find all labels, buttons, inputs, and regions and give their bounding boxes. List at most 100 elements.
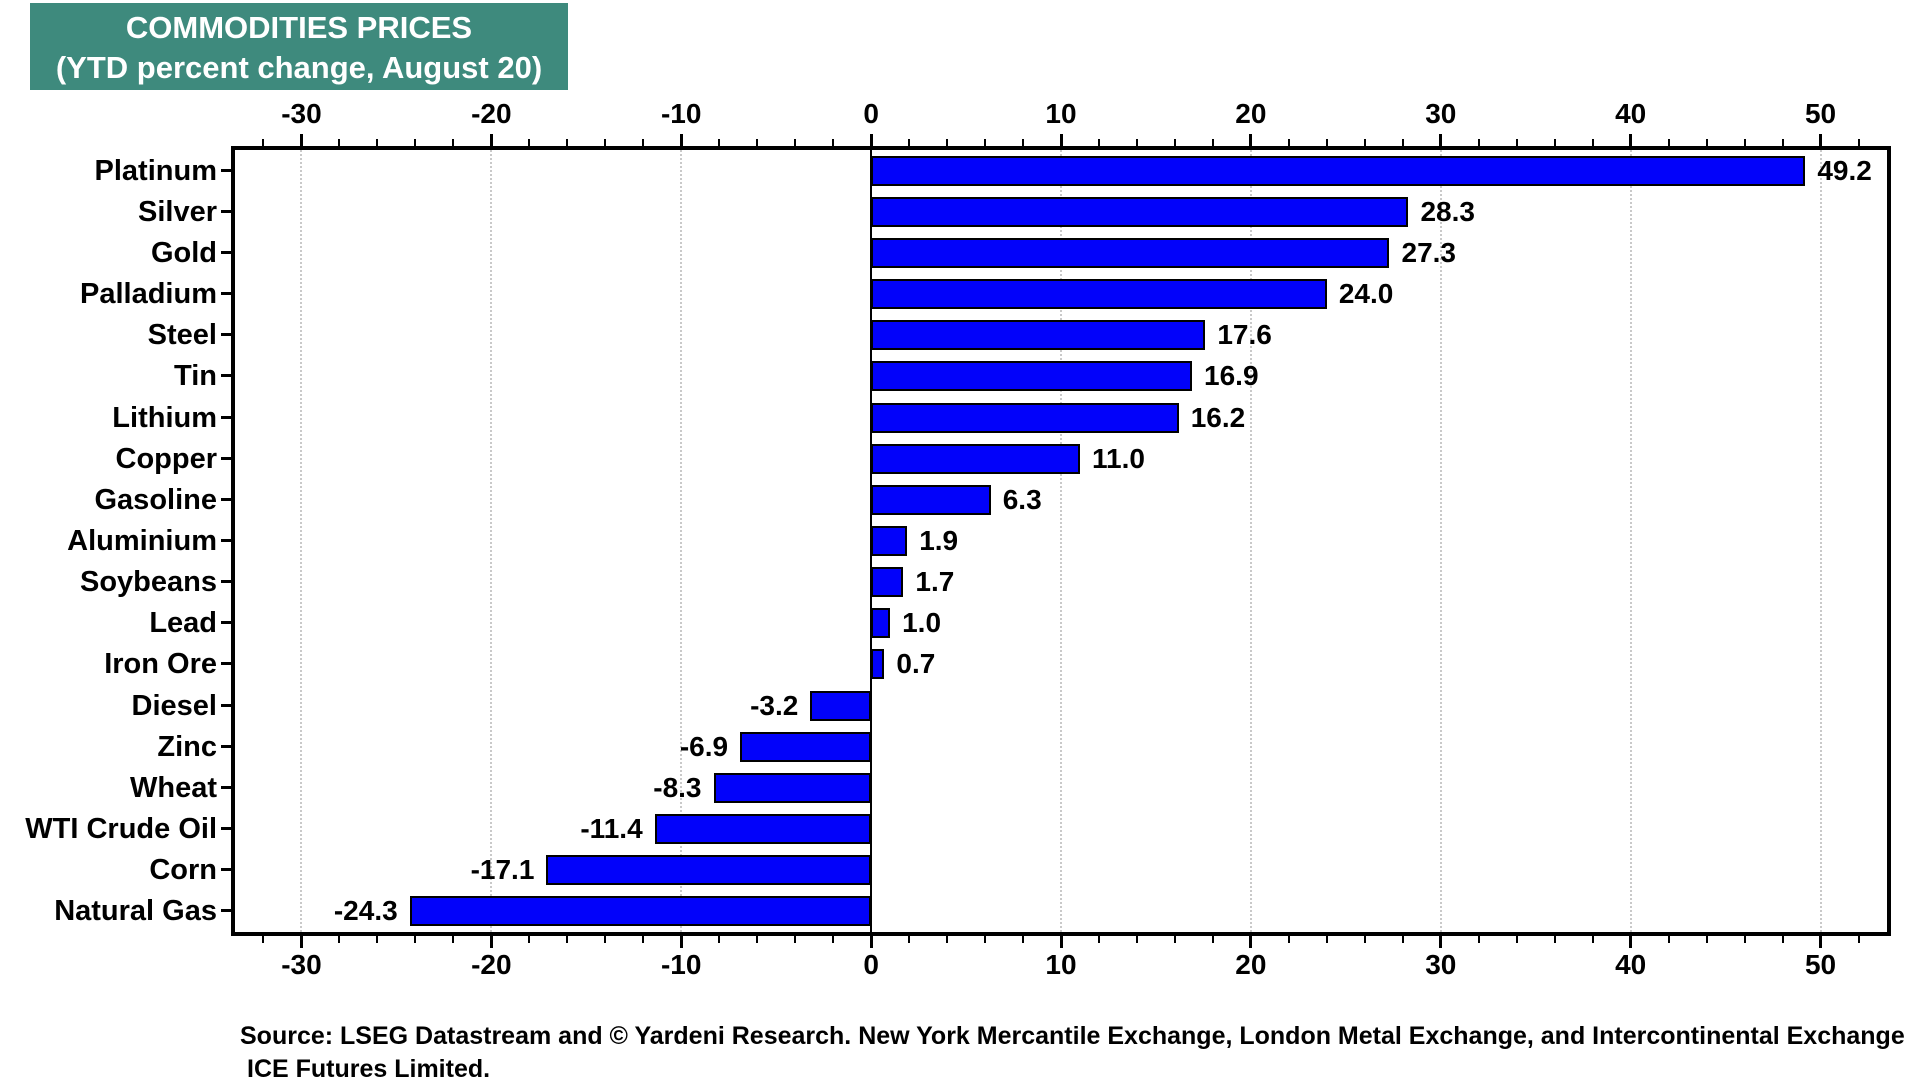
category-tick [221, 333, 231, 337]
category-tick [221, 415, 231, 419]
bar-value-label: 24.0 [1338, 278, 1394, 310]
bar-gold [871, 237, 1390, 268]
x-axis-minor-tick-bottom [1022, 936, 1025, 943]
chart-title-line2: (YTD percent change, August 20) [55, 50, 543, 85]
x-axis-minor-tick-bottom [718, 936, 721, 943]
x-axis-minor-tick-top [1363, 139, 1366, 146]
category-tick [221, 168, 231, 172]
x-axis-minor-tick-bottom [566, 936, 569, 943]
category-tick [221, 662, 231, 666]
x-axis-minor-tick-bottom [414, 936, 417, 943]
x-axis-minor-tick-bottom [262, 936, 265, 943]
plot-frame [231, 146, 1891, 936]
x-axis-minor-tick-top [756, 139, 759, 146]
grid-line [300, 150, 303, 932]
bar-value-label: 28.3 [1420, 195, 1475, 227]
x-axis-minor-tick-top [262, 139, 265, 146]
x-axis-minor-tick-bottom [908, 936, 911, 943]
x-axis-minor-tick-bottom [376, 936, 379, 943]
x-axis-major-tick-top [679, 134, 683, 146]
category-label-gold: Gold [150, 236, 217, 269]
source-text-line1: Source: LSEG Datastream and © Yardeni Re… [240, 1022, 1905, 1050]
x-axis-minor-tick-top [984, 139, 987, 146]
x-axis-label-bottom: 40 [1615, 949, 1647, 980]
x-axis-minor-tick-bottom [1553, 936, 1556, 943]
x-axis-minor-tick-bottom [1363, 936, 1366, 943]
x-axis-major-tick-bottom [1249, 936, 1253, 948]
x-axis-major-tick-bottom [299, 936, 303, 948]
x-axis-minor-tick-top [1591, 139, 1594, 146]
x-axis-minor-tick-top [1667, 139, 1670, 146]
grid-line [1060, 150, 1062, 932]
x-axis-minor-tick-top [1781, 139, 1784, 146]
bar-palladium [871, 279, 1327, 310]
bar-lead [871, 608, 891, 639]
x-axis-minor-tick-top [414, 139, 417, 146]
x-axis-minor-tick-bottom [1591, 936, 1594, 943]
bar-wheat [713, 772, 872, 803]
bar-zinc [740, 731, 872, 762]
bar-value-label: 16.2 [1190, 401, 1246, 433]
x-axis-major-tick-top [1059, 134, 1063, 146]
x-axis-major-tick-top [1439, 134, 1443, 146]
category-label-silver: Silver [138, 195, 217, 228]
x-axis-minor-tick-top [376, 139, 379, 146]
x-axis-minor-tick-top [1097, 139, 1100, 146]
bar-natural-gas [409, 896, 872, 927]
bar-iron-ore [871, 649, 885, 680]
bar-copper [871, 443, 1080, 474]
category-label-platinum: Platinum [94, 154, 217, 187]
x-axis-minor-tick-bottom [338, 936, 341, 943]
bar-value-label: 27.3 [1401, 236, 1457, 268]
x-axis-major-tick-bottom [1439, 936, 1443, 948]
x-axis-minor-tick-bottom [1705, 936, 1708, 943]
category-tick [221, 621, 231, 625]
category-tick [221, 374, 231, 378]
x-axis-minor-tick-top [338, 139, 341, 146]
x-axis-major-tick-bottom [1819, 936, 1823, 948]
grid-line [490, 150, 493, 932]
x-axis-major-tick-top [1249, 134, 1253, 146]
x-axis-minor-tick-top [1553, 139, 1556, 146]
x-axis-major-tick-bottom [679, 936, 683, 948]
category-label-gasoline: Gasoline [94, 483, 218, 516]
bar-value-label: 6.3 [1002, 483, 1042, 515]
x-axis-minor-tick-bottom [1667, 936, 1670, 943]
x-axis-minor-tick-top [1022, 139, 1025, 146]
category-label-natural-gas: Natural Gas [54, 895, 217, 928]
x-axis-minor-tick-bottom [1173, 936, 1176, 943]
category-label-iron-ore: Iron Ore [104, 648, 217, 681]
x-axis-minor-tick-bottom [832, 936, 835, 943]
grid-line [1819, 150, 1822, 932]
x-axis-minor-tick-top [452, 139, 455, 146]
category-tick [221, 456, 231, 460]
bar-value-label: -24.3 [333, 895, 398, 927]
x-axis-major-tick-bottom [869, 936, 873, 948]
x-axis-label-bottom: -10 [660, 949, 702, 980]
x-axis-minor-tick-top [528, 139, 531, 146]
category-label-lead: Lead [149, 607, 217, 640]
bar-value-label: 16.9 [1204, 360, 1259, 392]
x-axis-major-tick-bottom [1059, 936, 1063, 948]
grid-line [1439, 150, 1442, 932]
x-axis-minor-tick-bottom [1287, 936, 1290, 943]
x-axis-label-top: 50 [1804, 98, 1837, 129]
x-axis-minor-tick-top [718, 139, 721, 146]
category-tick [221, 785, 231, 789]
x-axis-minor-tick-top [1135, 139, 1138, 146]
x-axis-minor-tick-top [1515, 139, 1518, 146]
category-tick [221, 827, 231, 831]
category-label-wheat: Wheat [130, 771, 217, 804]
x-axis-major-tick-top [1819, 134, 1823, 146]
category-tick [221, 868, 231, 872]
x-axis-minor-tick-bottom [1097, 936, 1100, 943]
bar-value-label: 0.7 [896, 648, 936, 680]
bar-value-label: -3.2 [750, 689, 799, 721]
x-axis-minor-tick-top [908, 139, 911, 146]
bar-value-label: 1.0 [902, 607, 942, 639]
category-tick [221, 909, 231, 913]
bar-value-label: -6.9 [679, 730, 729, 762]
x-axis-minor-tick-top [604, 139, 607, 146]
x-axis-label-top: 0 [863, 98, 879, 129]
